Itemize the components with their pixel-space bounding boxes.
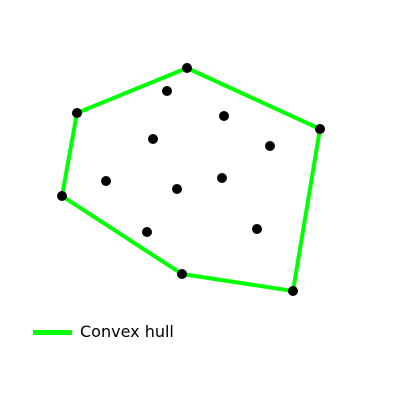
interior-point-13 bbox=[217, 173, 227, 183]
hull-point-1 bbox=[182, 63, 192, 73]
point-set bbox=[57, 63, 325, 296]
hull-point-4 bbox=[177, 269, 187, 279]
interior-point-10 bbox=[148, 134, 158, 144]
hull-point-2 bbox=[315, 124, 325, 134]
interior-point-8 bbox=[219, 111, 229, 121]
interior-point-9 bbox=[265, 141, 275, 151]
interior-point-7 bbox=[162, 86, 172, 96]
interior-point-12 bbox=[172, 184, 182, 194]
interior-point-15 bbox=[252, 224, 262, 234]
legend: Convex hull bbox=[33, 320, 174, 344]
legend-hull-swatch bbox=[33, 329, 72, 335]
legend-label: Convex hull bbox=[80, 322, 174, 341]
hull-point-3 bbox=[288, 286, 298, 296]
interior-point-11 bbox=[101, 176, 111, 186]
interior-point-14 bbox=[142, 227, 152, 237]
convex-hull-polygon bbox=[60, 66, 322, 293]
hull-point-6 bbox=[72, 108, 82, 118]
hull-point-5 bbox=[57, 191, 67, 201]
